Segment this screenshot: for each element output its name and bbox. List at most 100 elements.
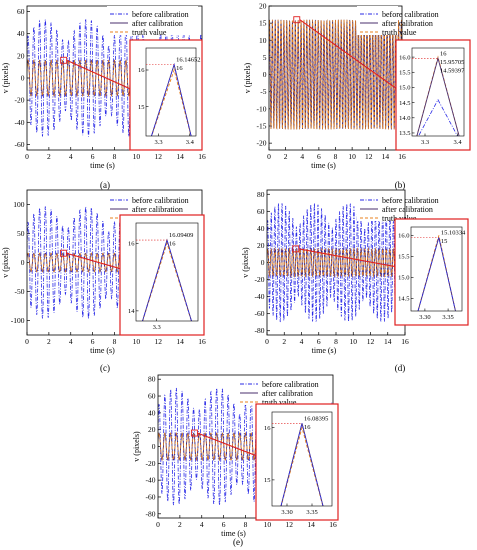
y-tick-label: -80 <box>255 326 265 335</box>
inset-y-tick-label: 16.0 <box>399 54 410 61</box>
x-tick-label: 2 <box>178 520 182 529</box>
inset-series <box>417 235 456 311</box>
y-tick-label: -60 <box>15 140 25 149</box>
y-tick-label: -60 <box>255 309 265 318</box>
x-tick-label: 14 <box>176 152 184 161</box>
inset-x-tick-label: 3.4 <box>453 139 462 146</box>
x-tick-label: 6 <box>317 337 321 346</box>
y-tick-label: -40 <box>146 476 156 485</box>
y-tick-label: -100 <box>11 316 25 325</box>
y-tick-label: -20 <box>146 459 156 468</box>
inset-annotation: 16.09409 <box>169 232 193 239</box>
legend-before-label: before calibration <box>382 196 439 205</box>
y-tick-label: 100 <box>13 200 25 209</box>
x-tick-label: 4 <box>300 337 304 346</box>
panel-label: (d) <box>395 363 406 373</box>
x-tick-label: 0 <box>156 520 160 529</box>
y-tick-label: 40 <box>17 29 25 38</box>
legend-truth-label: truth value <box>382 214 417 223</box>
x-tick-label: 10 <box>348 152 356 161</box>
x-tick-label: 14 <box>176 337 184 346</box>
x-tick-label: 8 <box>334 337 338 346</box>
y-tick-label: -20 <box>255 275 265 284</box>
y-tick-label: 20 <box>259 2 267 11</box>
truth-value-line <box>27 252 202 273</box>
inset-x-tick-label: 3.35 <box>442 314 453 321</box>
legend-background <box>357 192 401 221</box>
panel-e: 0 2 4 6 8 10 12 14 16 -80 -60 -40 -20 0 20 40 60 80 time (… <box>132 374 339 547</box>
y-axis-label: v (pixels) <box>132 431 141 462</box>
zoom-connector <box>299 19 399 91</box>
inset-border <box>394 218 469 326</box>
legend-before-label: before calibration <box>132 196 189 205</box>
panel-label: (c) <box>100 363 110 373</box>
x-tick-label: 6 <box>91 337 95 346</box>
y-tick-label: 50 <box>17 229 25 238</box>
x-axis-label: time (s) <box>90 346 115 355</box>
y-tick-label: 60 <box>148 392 156 401</box>
y-tick-label: -80 <box>146 509 156 518</box>
y-tick-label: -50 <box>15 287 25 296</box>
x-tick-label: 12 <box>365 152 373 161</box>
x-tick-label: 10 <box>133 337 141 346</box>
y-axis-label: v (pixels) <box>241 247 250 278</box>
inset-y-tick-label: 15.5 <box>399 69 410 76</box>
panel-label: (a) <box>100 180 110 190</box>
x-tick-label: 8 <box>244 520 248 529</box>
y-tick-label: 80 <box>148 375 156 384</box>
legend-after-label: after calibration <box>382 19 433 28</box>
inset-before-line <box>280 423 324 506</box>
inset-annotation: 16 <box>169 241 176 248</box>
inset-y-tick-label: 15 <box>264 477 271 484</box>
zoom-connector <box>66 252 123 270</box>
inset-x-tick-label: 3.35 <box>306 509 317 516</box>
panel-c: 0 2 4 6 8 10 12 14 16 -100 -50 0 50 100 time (s) v (pix… <box>1 189 206 373</box>
inset-before-line <box>418 98 458 136</box>
y-tick-label: -40 <box>15 118 25 127</box>
inset-annotation: 16.14652 <box>176 57 200 64</box>
zoom-connector <box>197 432 259 457</box>
inset-annotation: 16 <box>440 50 447 57</box>
y-tick-label: -5 <box>260 87 266 96</box>
y-tick-label: 0 <box>21 258 25 267</box>
inset-series <box>150 62 192 136</box>
inset-y-tick-label: 16 <box>138 67 145 74</box>
inset-frame <box>135 222 199 322</box>
zoom-connector <box>66 59 133 91</box>
x-tick-label: 12 <box>155 152 163 161</box>
legend-after-label: after calibration <box>132 205 183 214</box>
series-group <box>267 202 405 324</box>
inset-frame <box>271 411 333 507</box>
x-tick-label: 14 <box>307 520 315 529</box>
y-tick-label: 0 <box>21 74 25 83</box>
y-tick-label: -40 <box>255 292 265 301</box>
x-tick-label: 16 <box>198 152 206 161</box>
y-tick-label: 60 <box>17 7 25 16</box>
inset-y-tick-label: 15.0 <box>398 275 409 282</box>
panel-a: 0 2 4 6 8 10 12 14 16 -60 -40 -20 0 20 40 60 time (s) v (… <box>1 5 206 190</box>
y-tick-label: -15 <box>257 122 267 131</box>
x-tick-label: 6 <box>317 152 321 161</box>
inset-y-tick-label: 15.0 <box>399 85 410 92</box>
x-tick-label: 4 <box>69 337 73 346</box>
x-tick-label: 4 <box>200 520 204 529</box>
before-calibration-line <box>158 387 333 506</box>
zoom-highlight-box <box>293 16 301 24</box>
before-calibration-line <box>27 205 202 319</box>
y-tick-label: -20 <box>257 139 267 148</box>
inset-after-line <box>416 56 460 136</box>
y-tick-label: 0 <box>263 70 267 79</box>
inset-series <box>280 423 324 506</box>
truth-value-line <box>269 19 402 130</box>
y-tick-label: 40 <box>148 408 156 417</box>
y-tick-label: -10 <box>257 104 267 113</box>
y-tick-label: 20 <box>148 425 156 434</box>
legend-background <box>237 376 329 405</box>
inset-frame <box>411 47 465 137</box>
inset-y-tick-label: 16 <box>128 240 135 247</box>
x-tick-label: 2 <box>282 337 286 346</box>
x-tick-label: 12 <box>155 337 163 346</box>
inset-y-tick-label: 14.5 <box>399 100 410 107</box>
inset-y-tick-label: 14 <box>128 308 135 315</box>
